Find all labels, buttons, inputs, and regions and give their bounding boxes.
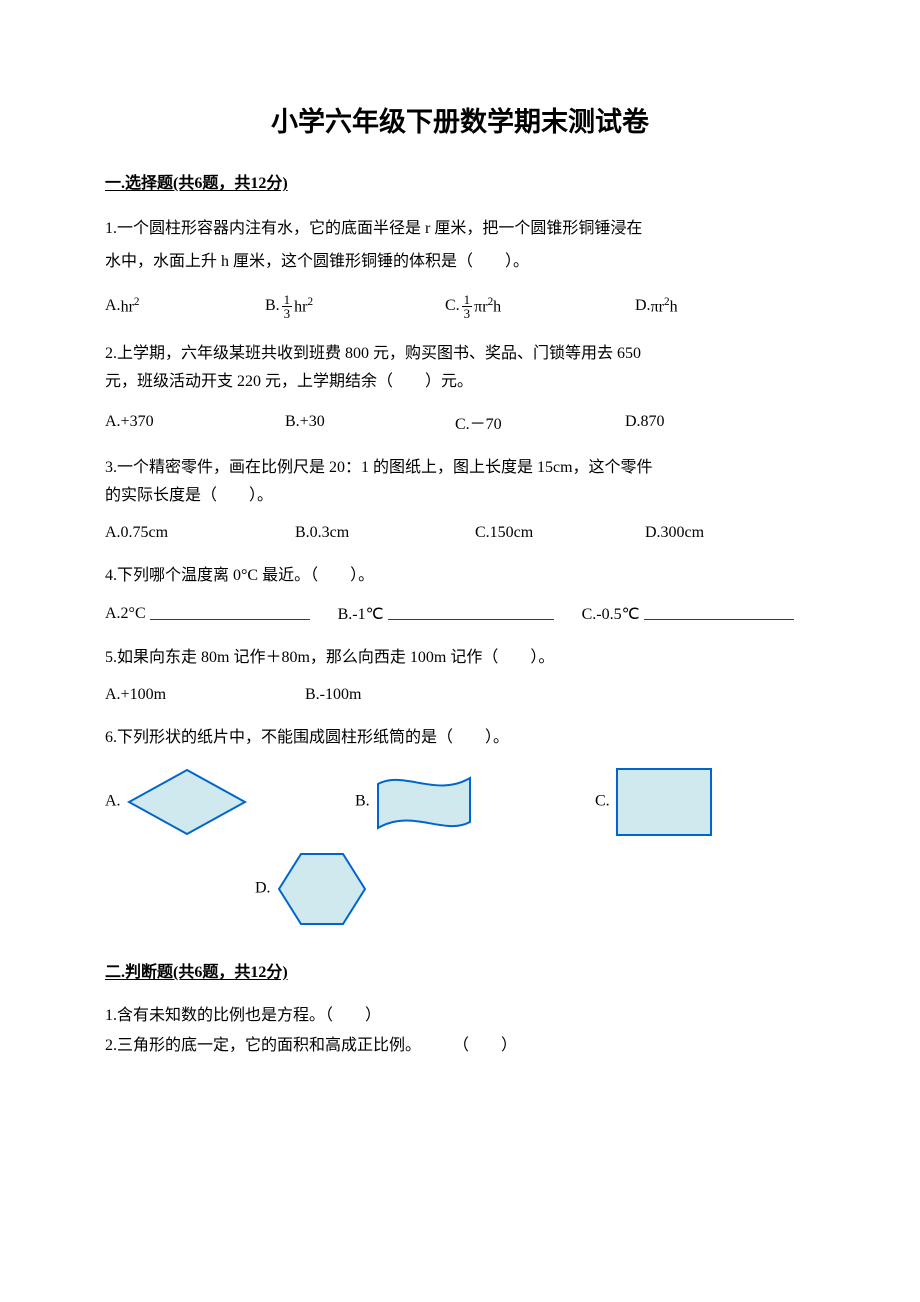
q3-line1: 3.一个精密零件，画在比例尺是 20：1 的图纸上，图上长度是 15cm，这个零…: [105, 459, 653, 476]
q4-options: A.2°C B.-1℃ C.-0.5℃: [105, 604, 815, 624]
q1-options: A. hr2 B. 1 3 hr2 C. 1 3 πr2h D. πr2h: [105, 293, 815, 320]
q2: 2.上学期，六年级某班共收到班费 800 元，购买图书、奖品、门锁等用去 650…: [105, 340, 815, 396]
q6-optA-label: A.: [105, 792, 121, 809]
q6: 6.下列形状的纸片中，不能围成圆柱形纸筒的是（ ）。: [105, 724, 815, 752]
q4-optB-text: B.-1℃: [338, 604, 384, 624]
q1-optC-label: C.: [445, 297, 460, 315]
q5-optB: B.-100m: [305, 686, 361, 704]
dash: [388, 608, 554, 620]
q3: 3.一个精密零件，画在比例尺是 20：1 的图纸上，图上长度是 15cm，这个零…: [105, 454, 815, 510]
q6-optA: A.: [105, 766, 335, 838]
q6-optB-label: B.: [355, 792, 370, 809]
q1-line1: 1.一个圆柱形容器内注有水，它的底面半径是 r 厘米，把一个圆锥形铜锤浸在: [105, 220, 642, 237]
q1-optC-h: h: [493, 298, 501, 315]
q4-optA: A.2°C: [105, 605, 310, 623]
q6-optC: C.: [595, 766, 714, 838]
rect-shape-icon: [614, 766, 714, 838]
q3-optC: C.150cm: [475, 524, 645, 542]
dash: [644, 608, 794, 620]
q2-optC: C.－70: [455, 410, 625, 434]
diamond-shape-icon: [125, 766, 249, 838]
q3-optD: D.300cm: [645, 524, 704, 542]
frac-num-c: 1: [462, 293, 473, 306]
q2-line1: 2.上学期，六年级某班共收到班费 800 元，购买图书、奖品、门锁等用去 650: [105, 345, 641, 362]
q1-optB-hr: hr: [294, 298, 307, 315]
q1-optA-sq: 2: [134, 296, 140, 308]
dash: [150, 608, 310, 620]
q1-optD-label: D.: [635, 297, 651, 315]
wave-shape-icon: [374, 766, 474, 838]
q6-optD-label: D.: [255, 879, 271, 896]
q4-optC: C.-0.5℃: [582, 604, 794, 624]
q1-optA-label: A.: [105, 297, 121, 315]
frac-num: 1: [282, 293, 293, 306]
q2-optB: B.+30: [285, 413, 455, 431]
q2-line2: 元，班级活动开支 220 元，上学期结余（ ）元。: [105, 373, 473, 390]
q2-options: A.+370 B.+30 C.－70 D.870: [105, 410, 815, 434]
q1-optD-expr: πr2h: [651, 296, 678, 316]
q1-optC: C. 1 3 πr2h: [445, 293, 635, 320]
s2-q1: 1.含有未知数的比例也是方程。（ ）: [105, 1002, 815, 1030]
q1-optD-h: h: [670, 298, 678, 315]
q1: 1.一个圆柱形容器内注有水，它的底面半径是 r 厘米，把一个圆锥形铜锤浸在 水中…: [105, 213, 815, 279]
q4-optA-text: A.2°C: [105, 605, 146, 623]
q1-optA-hr: hr: [121, 298, 134, 315]
frac-den-c: 3: [462, 306, 473, 320]
q4: 4.下列哪个温度离 0°C 最近。（ ）。: [105, 562, 815, 590]
q5: 5.如果向东走 80m 记作＋80m，那么向西走 100m 记作（ ）。: [105, 644, 815, 672]
q6-options-row1: A. B. C.: [105, 766, 815, 838]
section2-header: 二.判断题(共6题，共12分): [105, 958, 815, 982]
q1-optC-expr: πr2h: [474, 296, 501, 316]
section1-header: 一.选择题(共6题，共12分): [105, 169, 815, 193]
q1-optC-pir: πr: [474, 298, 487, 315]
q1-optB-sq: 2: [308, 296, 314, 308]
q3-optB: B.0.3cm: [295, 524, 475, 542]
q6-optD: D.: [255, 848, 369, 930]
q4-optC-text: C.-0.5℃: [582, 604, 640, 624]
page-title: 小学六年级下册数学期末测试卷: [105, 100, 815, 139]
q1-optB-expr: hr2: [294, 296, 313, 316]
q1-optB: B. 1 3 hr2: [265, 293, 445, 320]
q1-optB-label: B.: [265, 297, 280, 315]
q1-line2: 水中，水面上升 h 厘米，这个圆锥形铜锤的体积是（ ）。: [105, 253, 529, 270]
q6-optC-label: C.: [595, 792, 610, 809]
s2-q2: 2.三角形的底一定，它的面积和高成正比例。 （ ）: [105, 1032, 815, 1060]
q3-optA: A.0.75cm: [105, 524, 295, 542]
q1-optD: D. πr2h: [635, 296, 678, 316]
q1-optC-frac: 1 3: [462, 293, 473, 320]
q1-optA-expr: hr2: [121, 296, 140, 316]
q1-optB-frac: 1 3: [282, 293, 293, 320]
q6-options-row2: D.: [105, 848, 815, 930]
q3-line2: 的实际长度是（ ）。: [105, 487, 273, 504]
frac-den: 3: [282, 306, 293, 320]
q1-optA: A. hr2: [105, 296, 265, 316]
q6-optB: B.: [355, 766, 575, 838]
q3-options: A.0.75cm B.0.3cm C.150cm D.300cm: [105, 524, 815, 542]
q4-optB: B.-1℃: [338, 604, 554, 624]
q2-optD: D.870: [625, 413, 665, 431]
q2-optA: A.+370: [105, 413, 285, 431]
q5-options: A.+100m B.-100m: [105, 686, 815, 704]
q1-optD-pir: πr: [651, 298, 664, 315]
q5-optA: A.+100m: [105, 686, 305, 704]
hexagon-shape-icon: [275, 848, 369, 930]
